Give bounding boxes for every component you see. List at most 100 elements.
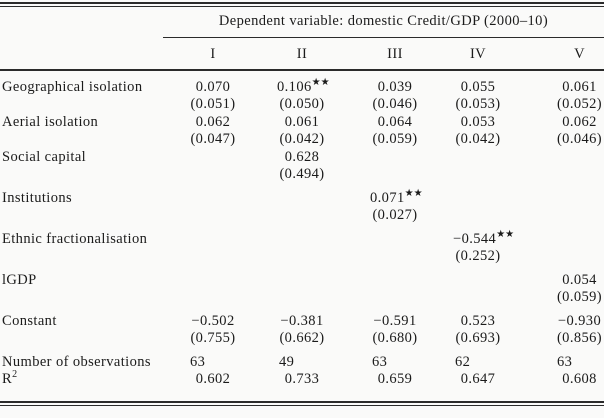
coef-cell: 0.071★★ bbox=[370, 187, 423, 206]
row-group-ethnic-fractionalisation: Ethnic fractionalisation −0.544★★ (0.252… bbox=[0, 229, 604, 266]
coef-cell bbox=[277, 231, 370, 249]
coef-row: Geographical isolation 0.070 0.106★★ 0.0… bbox=[0, 76, 604, 97]
coef-cell: −0.502 bbox=[191, 312, 235, 329]
se-cell: (0.856) bbox=[556, 330, 603, 346]
se-cell bbox=[555, 248, 604, 266]
se-row: (0.051) (0.050) (0.046) (0.053) (0.052) bbox=[0, 96, 604, 114]
coef-cell: 0.061 bbox=[562, 78, 597, 95]
r2-cell: 0.608 bbox=[562, 371, 597, 387]
dependent-variable-header: Dependent variable: domestic Credit/GDP … bbox=[0, 7, 604, 38]
se-cell: (0.755) bbox=[190, 330, 236, 346]
coef-cell: 0.064 bbox=[377, 113, 413, 130]
se-row: (0.252) bbox=[0, 248, 604, 266]
obs-cell: 62 bbox=[455, 353, 471, 370]
coef-cell: −0.591 bbox=[373, 312, 417, 329]
coef-cell: 0.061 bbox=[284, 113, 320, 130]
variable-label: Social capital bbox=[2, 148, 87, 165]
r-squared-row: R2 0.602 0.733 0.659 0.647 0.608 bbox=[0, 369, 604, 389]
coef-cell: 0.106★★ bbox=[277, 76, 330, 95]
se-cell bbox=[555, 166, 604, 184]
coef-cell: −0.930 bbox=[557, 312, 602, 329]
stat-label: R2 bbox=[2, 369, 18, 387]
se-cell bbox=[370, 166, 453, 184]
header-rule bbox=[0, 68, 604, 71]
se-cell bbox=[188, 248, 277, 266]
column-header-I: I bbox=[210, 46, 216, 62]
coef-cell bbox=[453, 149, 555, 167]
coef-row: lGDP 0.054 bbox=[0, 272, 604, 290]
se-cell: (0.046) bbox=[372, 96, 418, 112]
coef-cell: 0.055 bbox=[460, 78, 496, 95]
se-cell: (0.052) bbox=[556, 96, 603, 112]
coef-cell: 0.523 bbox=[460, 312, 496, 329]
r2-cell: 0.659 bbox=[377, 371, 413, 387]
coef-cell bbox=[555, 231, 604, 249]
coef-cell bbox=[453, 190, 555, 208]
coef-cell bbox=[555, 190, 604, 208]
variable-label: Geographical isolation bbox=[2, 78, 143, 95]
column-header-IV: IV bbox=[469, 46, 487, 62]
se-row: (0.494) bbox=[0, 166, 604, 184]
se-cell: (0.051) bbox=[190, 96, 236, 112]
se-cell: (0.042) bbox=[279, 131, 325, 147]
coef-cell: 0.039 bbox=[377, 78, 413, 95]
coef-cell bbox=[277, 272, 370, 290]
se-cell bbox=[370, 248, 453, 266]
se-cell: (0.059) bbox=[556, 289, 603, 305]
column-header-III: III bbox=[387, 46, 403, 62]
se-cell bbox=[188, 207, 277, 225]
se-cell: (0.680) bbox=[372, 330, 418, 346]
coef-cell: 0.062 bbox=[195, 113, 231, 130]
se-cell bbox=[277, 248, 370, 266]
se-cell: (0.053) bbox=[455, 96, 501, 112]
variable-label: Ethnic fractionalisation bbox=[2, 230, 148, 247]
top-double-rule bbox=[0, 0, 604, 7]
row-group-constant: Constant −0.502 −0.381 −0.591 0.523 −0.9… bbox=[0, 313, 604, 348]
r2-cell: 0.733 bbox=[284, 371, 320, 387]
dependent-variable-label: Dependent variable: domestic Credit/GDP … bbox=[163, 7, 604, 38]
coef-cell bbox=[277, 190, 370, 208]
obs-cell: 49 bbox=[279, 353, 295, 370]
se-row: (0.047) (0.042) (0.059) (0.042) (0.046) bbox=[0, 131, 604, 149]
row-group-social-capital: Social capital 0.628 (0.494) bbox=[0, 149, 604, 184]
stat-label: Number of observations bbox=[2, 353, 151, 370]
coef-cell bbox=[188, 190, 277, 208]
variable-label: Constant bbox=[2, 312, 57, 329]
se-row: (0.059) bbox=[0, 289, 604, 307]
se-cell bbox=[370, 289, 453, 307]
se-cell bbox=[277, 289, 370, 307]
coef-row: Social capital 0.628 bbox=[0, 149, 604, 167]
coef-cell bbox=[370, 231, 453, 249]
obs-cell: 63 bbox=[557, 353, 573, 370]
se-cell: (0.494) bbox=[279, 166, 325, 182]
coef-row: Aerial isolation 0.062 0.061 0.064 0.053… bbox=[0, 114, 604, 132]
variable-label: Aerial isolation bbox=[2, 113, 99, 130]
se-cell: (0.050) bbox=[279, 96, 325, 112]
se-cell bbox=[188, 166, 277, 184]
se-cell bbox=[453, 289, 555, 307]
se-cell bbox=[453, 166, 555, 184]
se-cell: (0.662) bbox=[279, 330, 325, 346]
se-cell: (0.693) bbox=[455, 330, 501, 346]
coef-cell: 0.062 bbox=[562, 113, 597, 130]
variable-label: Institutions bbox=[2, 189, 73, 206]
row-group-aerial-isolation: Aerial isolation 0.062 0.061 0.064 0.053… bbox=[0, 114, 604, 149]
row-group-geographical-isolation: Geographical isolation 0.070 0.106★★ 0.0… bbox=[0, 76, 604, 114]
se-cell bbox=[277, 207, 370, 225]
column-headers: I II III IV V bbox=[0, 38, 604, 69]
coef-row: Constant −0.502 −0.381 −0.591 0.523 −0.9… bbox=[0, 313, 604, 331]
r2-cell: 0.602 bbox=[195, 371, 231, 387]
coef-row: Ethnic fractionalisation −0.544★★ bbox=[0, 229, 604, 249]
coef-cell: −0.381 bbox=[280, 312, 324, 329]
se-cell bbox=[453, 207, 555, 225]
coef-row: Institutions 0.071★★ bbox=[0, 187, 604, 208]
se-cell: (0.027) bbox=[372, 207, 418, 223]
coef-cell bbox=[555, 149, 604, 167]
obs-cell: 63 bbox=[372, 353, 388, 370]
coef-cell bbox=[188, 272, 277, 290]
se-cell bbox=[188, 289, 277, 307]
se-row: (0.755) (0.662) (0.680) (0.693) (0.856) bbox=[0, 330, 604, 348]
column-header-II: II bbox=[296, 46, 308, 62]
se-cell: (0.042) bbox=[455, 131, 501, 147]
